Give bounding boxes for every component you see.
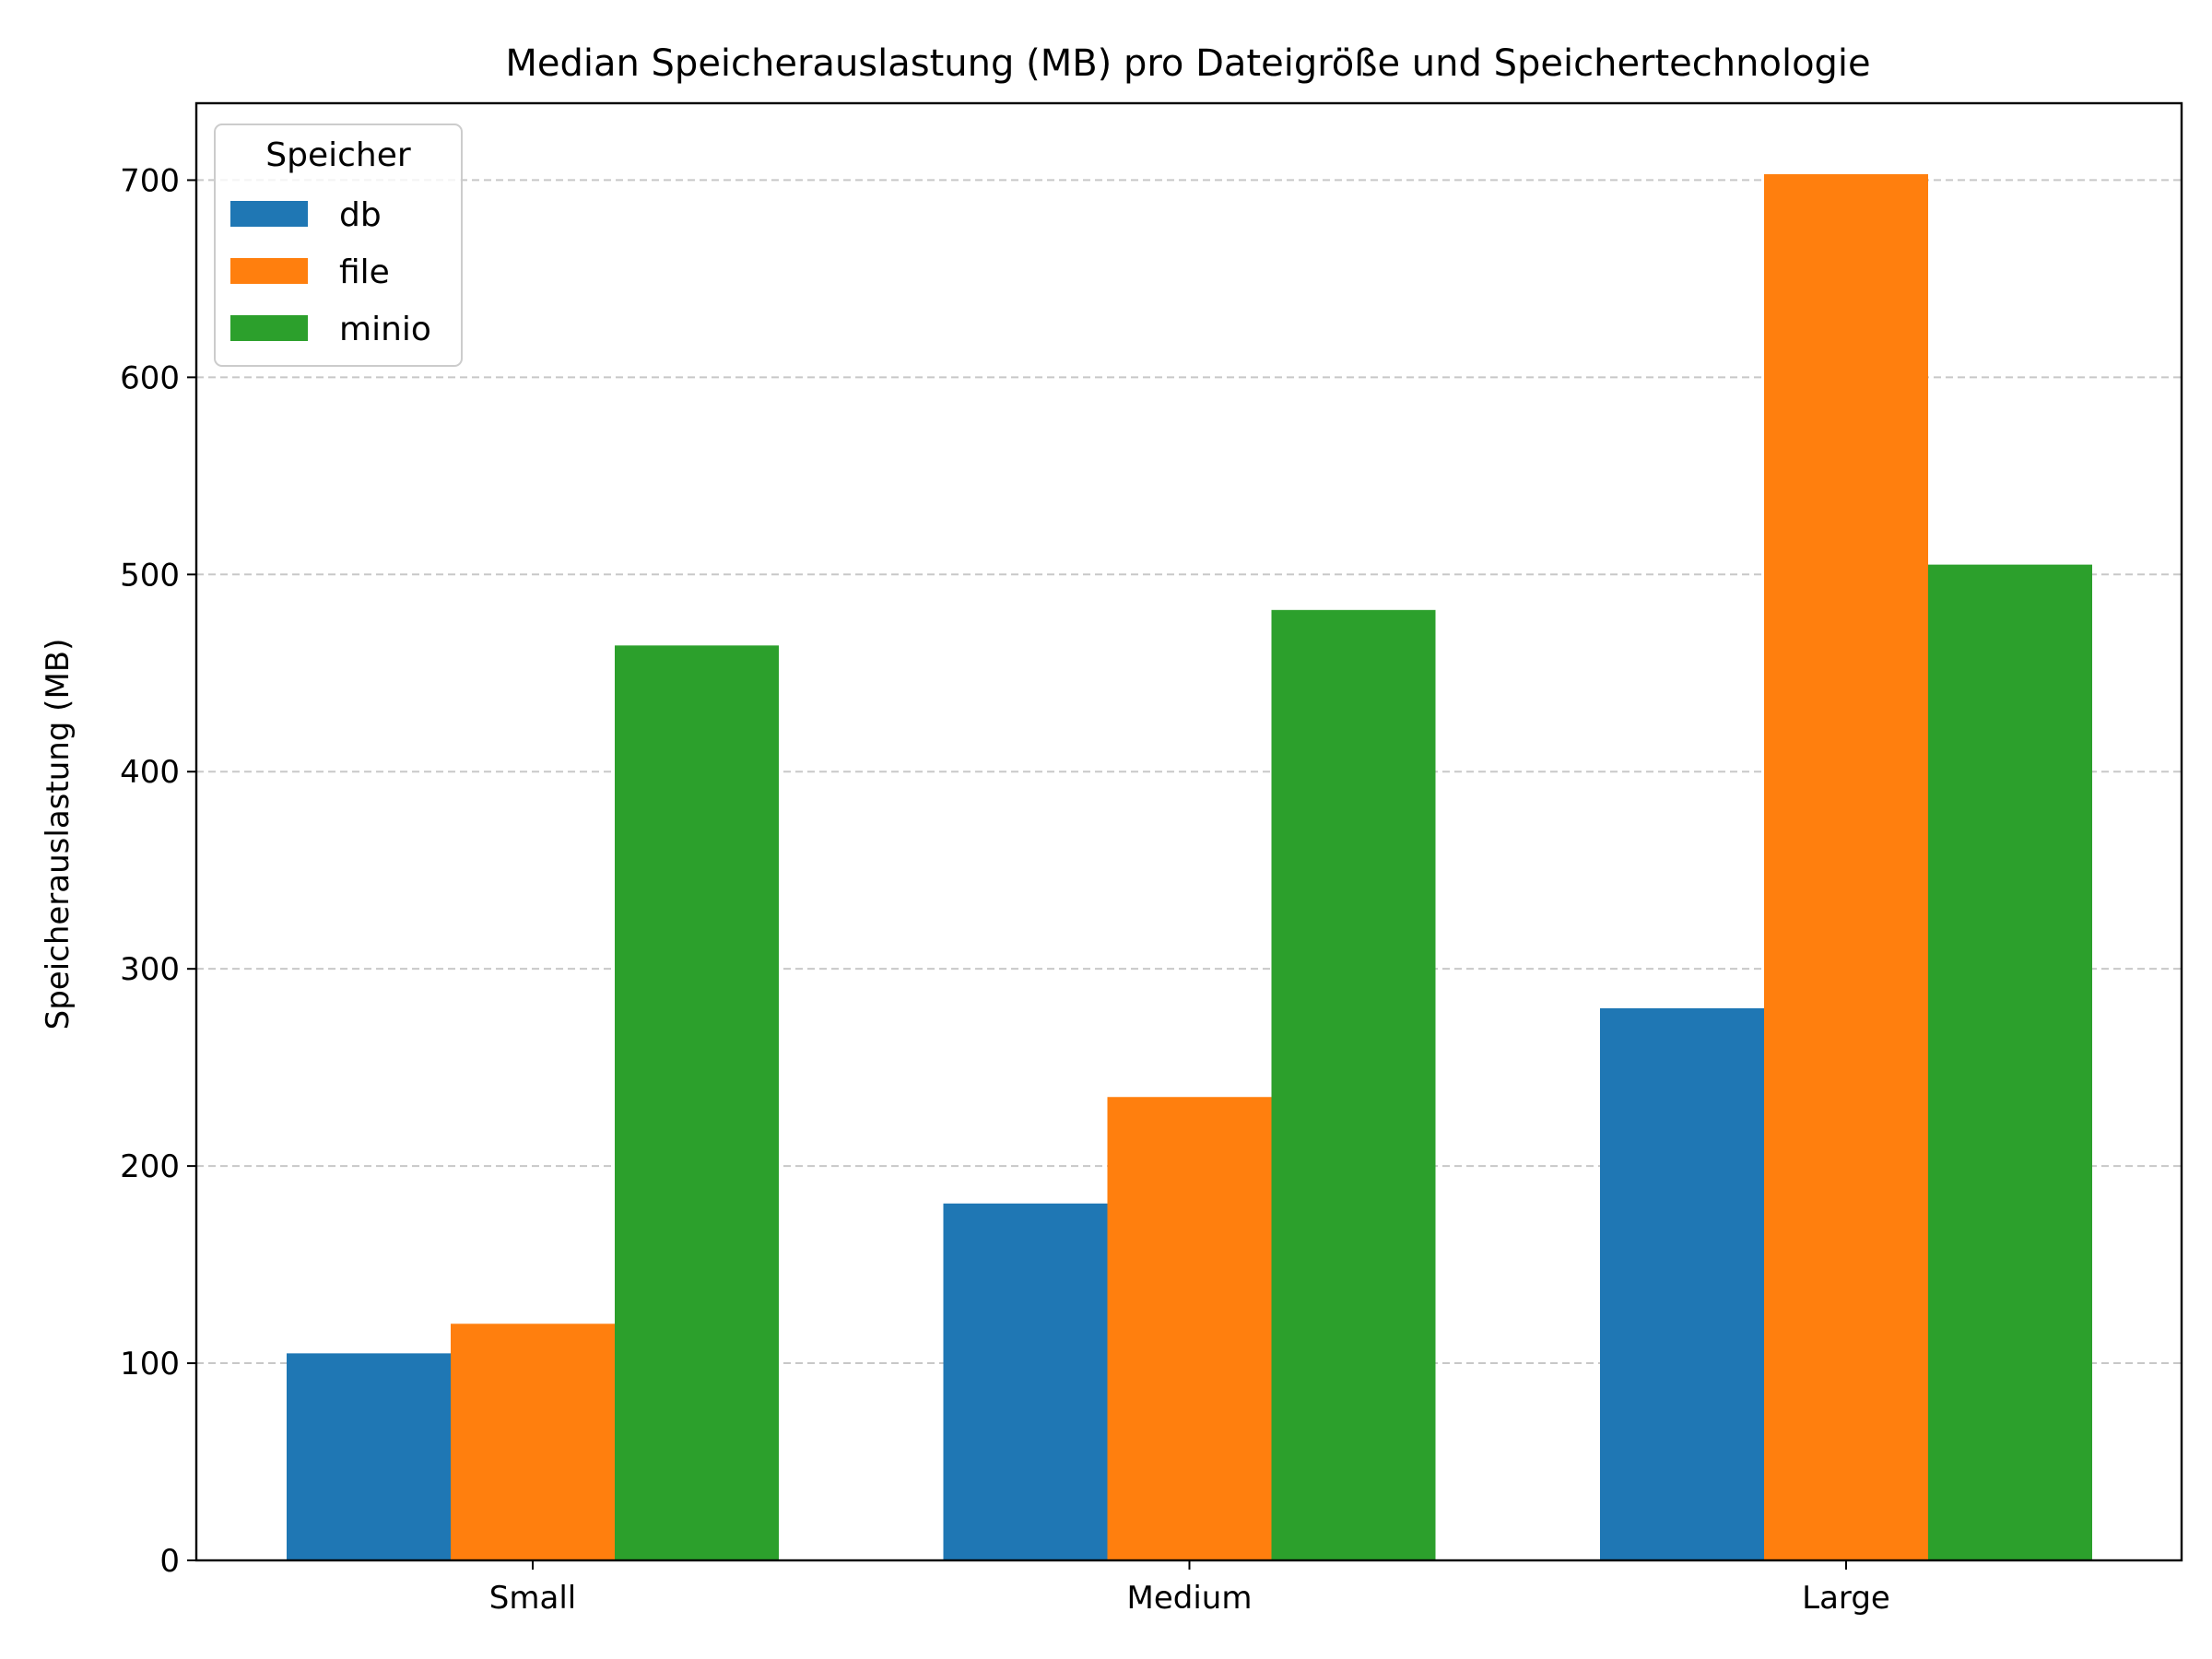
bar-db-medium	[943, 1203, 1108, 1560]
y-tick-label: 600	[120, 359, 180, 396]
legend-label-db: db	[339, 196, 382, 234]
bar-db-large	[1600, 1007, 1764, 1560]
bar-file-large	[1764, 174, 1928, 1561]
x-tick-label: Large	[1802, 1580, 1890, 1617]
y-tick-label: 100	[120, 1346, 180, 1382]
bar-minio-medium	[1271, 609, 1436, 1560]
axes-layer: 0 100 200 300 400 500 600 700 Small Medium Large	[120, 101, 2183, 1617]
bars-layer	[287, 174, 2092, 1561]
bar-minio-small	[615, 645, 779, 1560]
y-tick-label: 500	[120, 557, 180, 594]
legend-label-minio: minio	[339, 311, 431, 348]
legend-frame	[214, 124, 463, 367]
x-tick-label: Medium	[1127, 1580, 1253, 1617]
legend-swatch-file	[230, 258, 308, 284]
legend-items: db file minio	[230, 196, 431, 348]
y-axis-title: Speicherauslastung (MB)	[40, 639, 76, 1030]
bar-file-medium	[1107, 1097, 1272, 1560]
bar-minio-large	[1928, 564, 2092, 1561]
bar-db-small	[287, 1353, 451, 1560]
bar-file-small	[451, 1324, 615, 1560]
y-tick-label: 200	[120, 1148, 180, 1185]
x-tick-label: Small	[489, 1580, 576, 1617]
legend: Speicher db file minio	[214, 124, 463, 367]
y-tick-label: 300	[120, 951, 180, 988]
y-tick-label: 700	[120, 162, 180, 199]
y-tick-label: 400	[120, 754, 180, 791]
y-tick-label: 0	[159, 1543, 180, 1580]
legend-title: Speicher	[265, 136, 411, 174]
legend-swatch-minio	[230, 315, 308, 341]
legend-swatch-db	[230, 201, 308, 227]
legend-label-file: file	[339, 253, 390, 291]
chart-title: Median Speicherauslastung (MB) pro Datei…	[505, 42, 1870, 85]
